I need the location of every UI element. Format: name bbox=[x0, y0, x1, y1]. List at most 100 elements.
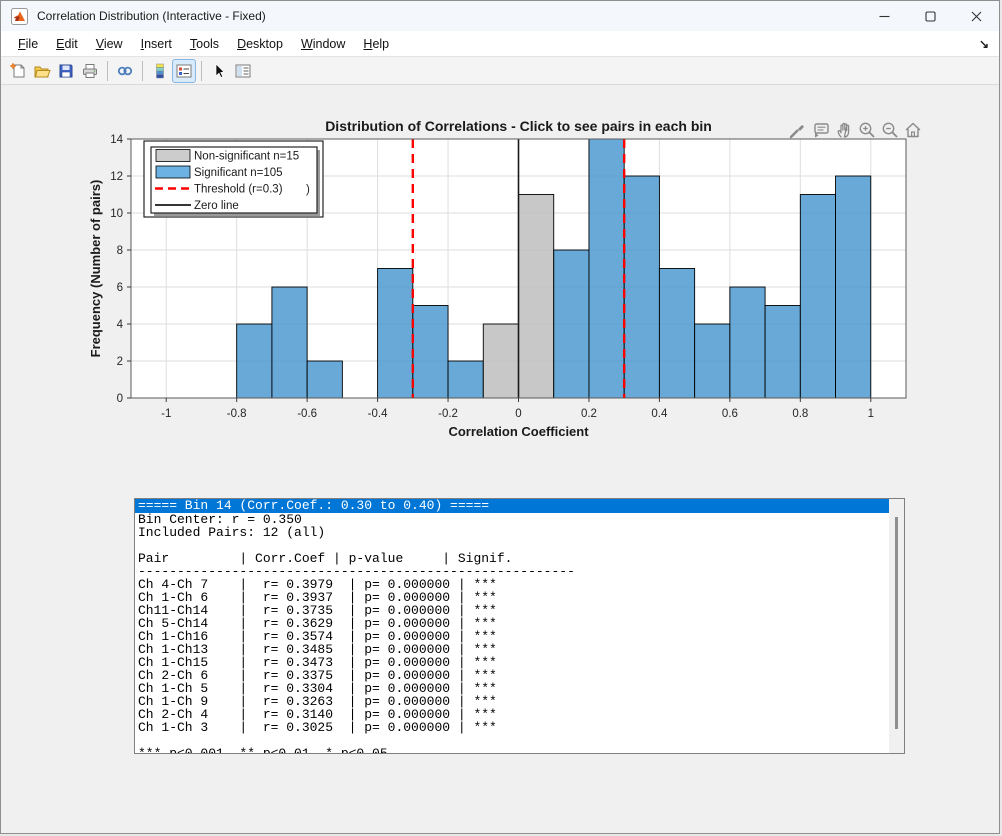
panel-scrollbar-thumb[interactable] bbox=[895, 517, 898, 729]
maximize-icon bbox=[925, 11, 936, 22]
insert-colorbar-button[interactable] bbox=[148, 59, 172, 83]
brush-icon bbox=[788, 120, 808, 140]
menu-item-window[interactable]: Window bbox=[292, 34, 354, 54]
insert-legend-button[interactable] bbox=[172, 59, 196, 83]
new-figure-button[interactable] bbox=[6, 59, 30, 83]
histogram-bar[interactable] bbox=[519, 195, 554, 399]
matlab-figure-window: Correlation Distribution (Interactive - … bbox=[0, 0, 1000, 834]
matlab-logo-icon bbox=[11, 8, 28, 25]
new-figure-icon bbox=[9, 62, 27, 80]
y-tick-label: 10 bbox=[110, 208, 123, 220]
panel-scrollbar[interactable] bbox=[889, 499, 904, 753]
open-file-icon bbox=[33, 62, 51, 80]
panel-line[interactable]: *** p<0.001, ** p<0.01, * p<0.05 bbox=[135, 747, 889, 754]
legend-label: Non-significant n=15 bbox=[194, 151, 299, 163]
minimize-button[interactable] bbox=[861, 1, 907, 31]
menu-item-view[interactable]: View bbox=[87, 34, 132, 54]
menu-item-tools[interactable]: Tools bbox=[181, 34, 228, 54]
link-plot-icon bbox=[116, 62, 134, 80]
save-button[interactable] bbox=[54, 59, 78, 83]
title-bar: Correlation Distribution (Interactive - … bbox=[1, 1, 999, 31]
panel-line[interactable]: Included Pairs: 12 (all) bbox=[135, 526, 889, 539]
histogram-bar[interactable] bbox=[695, 324, 730, 398]
y-tick-label: 6 bbox=[117, 282, 123, 294]
zoom-out-button[interactable] bbox=[879, 119, 900, 141]
x-tick-label: -0.8 bbox=[227, 408, 247, 420]
x-tick-label: -0.4 bbox=[368, 408, 388, 420]
menu-item-edit[interactable]: Edit bbox=[47, 34, 87, 54]
histogram-bar[interactable] bbox=[800, 195, 835, 399]
y-tick-label: 0 bbox=[117, 393, 123, 405]
brush-button[interactable] bbox=[787, 119, 808, 141]
restore-view-icon bbox=[903, 120, 923, 140]
menu-item-file[interactable]: File bbox=[9, 34, 47, 54]
histogram-bar[interactable] bbox=[730, 287, 765, 398]
figure-canvas: -1-0.8-0.6-0.4-0.200.20.40.60.8102468101… bbox=[1, 85, 1000, 834]
panel-line[interactable]: Ch 1-Ch 3 | r= 0.3025 | p= 0.000000 | **… bbox=[135, 721, 889, 734]
selected-bin-header[interactable]: ===== Bin 14 (Corr.Coef.: 0.30 to 0.40) … bbox=[135, 499, 889, 513]
close-button[interactable] bbox=[953, 1, 999, 31]
legend-label: Zero line bbox=[194, 200, 239, 212]
maximize-button[interactable] bbox=[907, 1, 953, 31]
x-tick-label: 0.6 bbox=[722, 408, 738, 420]
open-file-button[interactable] bbox=[30, 59, 54, 83]
correlation-histogram: -1-0.8-0.6-0.4-0.200.20.40.60.8102468101… bbox=[1, 85, 1000, 485]
datatips-button[interactable] bbox=[810, 119, 831, 141]
histogram-bar[interactable] bbox=[272, 287, 307, 398]
toolbar-separator bbox=[107, 61, 108, 81]
toolbar-separator bbox=[201, 61, 202, 81]
bin-details-panel[interactable]: ===== Bin 14 (Corr.Coef.: 0.30 to 0.40) … bbox=[134, 498, 905, 754]
dock-figure-icon[interactable]: ↘ bbox=[969, 37, 999, 51]
menu-bar: FileEditViewInsertToolsDesktopWindowHelp… bbox=[1, 31, 999, 57]
histogram-bar[interactable] bbox=[413, 306, 448, 399]
histogram-bar[interactable] bbox=[589, 139, 624, 398]
histogram-bar[interactable] bbox=[554, 250, 589, 398]
histogram-bar[interactable] bbox=[237, 324, 272, 398]
y-tick-label: 8 bbox=[117, 245, 123, 257]
histogram-bar[interactable] bbox=[624, 176, 659, 398]
axes-toolbar bbox=[787, 119, 923, 141]
menu-item-desktop[interactable]: Desktop bbox=[228, 34, 292, 54]
histogram-bar[interactable] bbox=[483, 324, 518, 398]
property-inspector-icon bbox=[234, 62, 252, 80]
restore-view-button[interactable] bbox=[902, 119, 923, 141]
pan-icon bbox=[834, 120, 854, 140]
legend-swatch bbox=[156, 166, 190, 178]
histogram-bar[interactable] bbox=[307, 361, 342, 398]
histogram-bar[interactable] bbox=[765, 306, 800, 399]
x-axis-label: Correlation Coefficient bbox=[448, 424, 589, 439]
y-tick-label: 14 bbox=[110, 134, 123, 146]
colorbar-icon bbox=[151, 62, 169, 80]
legend-label: Significant n=105 bbox=[194, 167, 283, 179]
print-button[interactable] bbox=[78, 59, 102, 83]
x-tick-label: -0.6 bbox=[297, 408, 317, 420]
close-icon bbox=[971, 11, 982, 22]
property-inspector-button[interactable] bbox=[231, 59, 255, 83]
menu-item-help[interactable]: Help bbox=[354, 34, 398, 54]
chart-title: Distribution of Correlations - Click to … bbox=[325, 118, 712, 134]
legend-artifact-text: ) bbox=[306, 184, 310, 196]
bin-details-lines: Bin Center: r = 0.350Included Pairs: 12 … bbox=[135, 513, 889, 754]
print-icon bbox=[81, 62, 99, 80]
x-tick-label: 1 bbox=[868, 408, 874, 420]
x-tick-label: -1 bbox=[161, 408, 171, 420]
pan-button[interactable] bbox=[833, 119, 854, 141]
histogram-bar[interactable] bbox=[836, 176, 871, 398]
datatips-icon bbox=[811, 120, 831, 140]
save-icon bbox=[57, 62, 75, 80]
y-tick-label: 12 bbox=[110, 171, 123, 183]
x-tick-label: 0 bbox=[515, 408, 521, 420]
zoom-in-button[interactable] bbox=[856, 119, 877, 141]
histogram-bar[interactable] bbox=[448, 361, 483, 398]
toolbar-separator bbox=[142, 61, 143, 81]
x-tick-label: 0.2 bbox=[581, 408, 597, 420]
insert-legend-icon bbox=[175, 62, 193, 80]
y-tick-label: 4 bbox=[117, 319, 124, 331]
zoom-out-icon bbox=[880, 120, 900, 140]
histogram-bar[interactable] bbox=[378, 269, 413, 399]
pointer-button[interactable] bbox=[207, 59, 231, 83]
link-plot-button[interactable] bbox=[113, 59, 137, 83]
histogram-bar[interactable] bbox=[659, 269, 694, 399]
menu-item-insert[interactable]: Insert bbox=[132, 34, 181, 54]
legend-label: Threshold (r=0.3) bbox=[194, 184, 283, 196]
